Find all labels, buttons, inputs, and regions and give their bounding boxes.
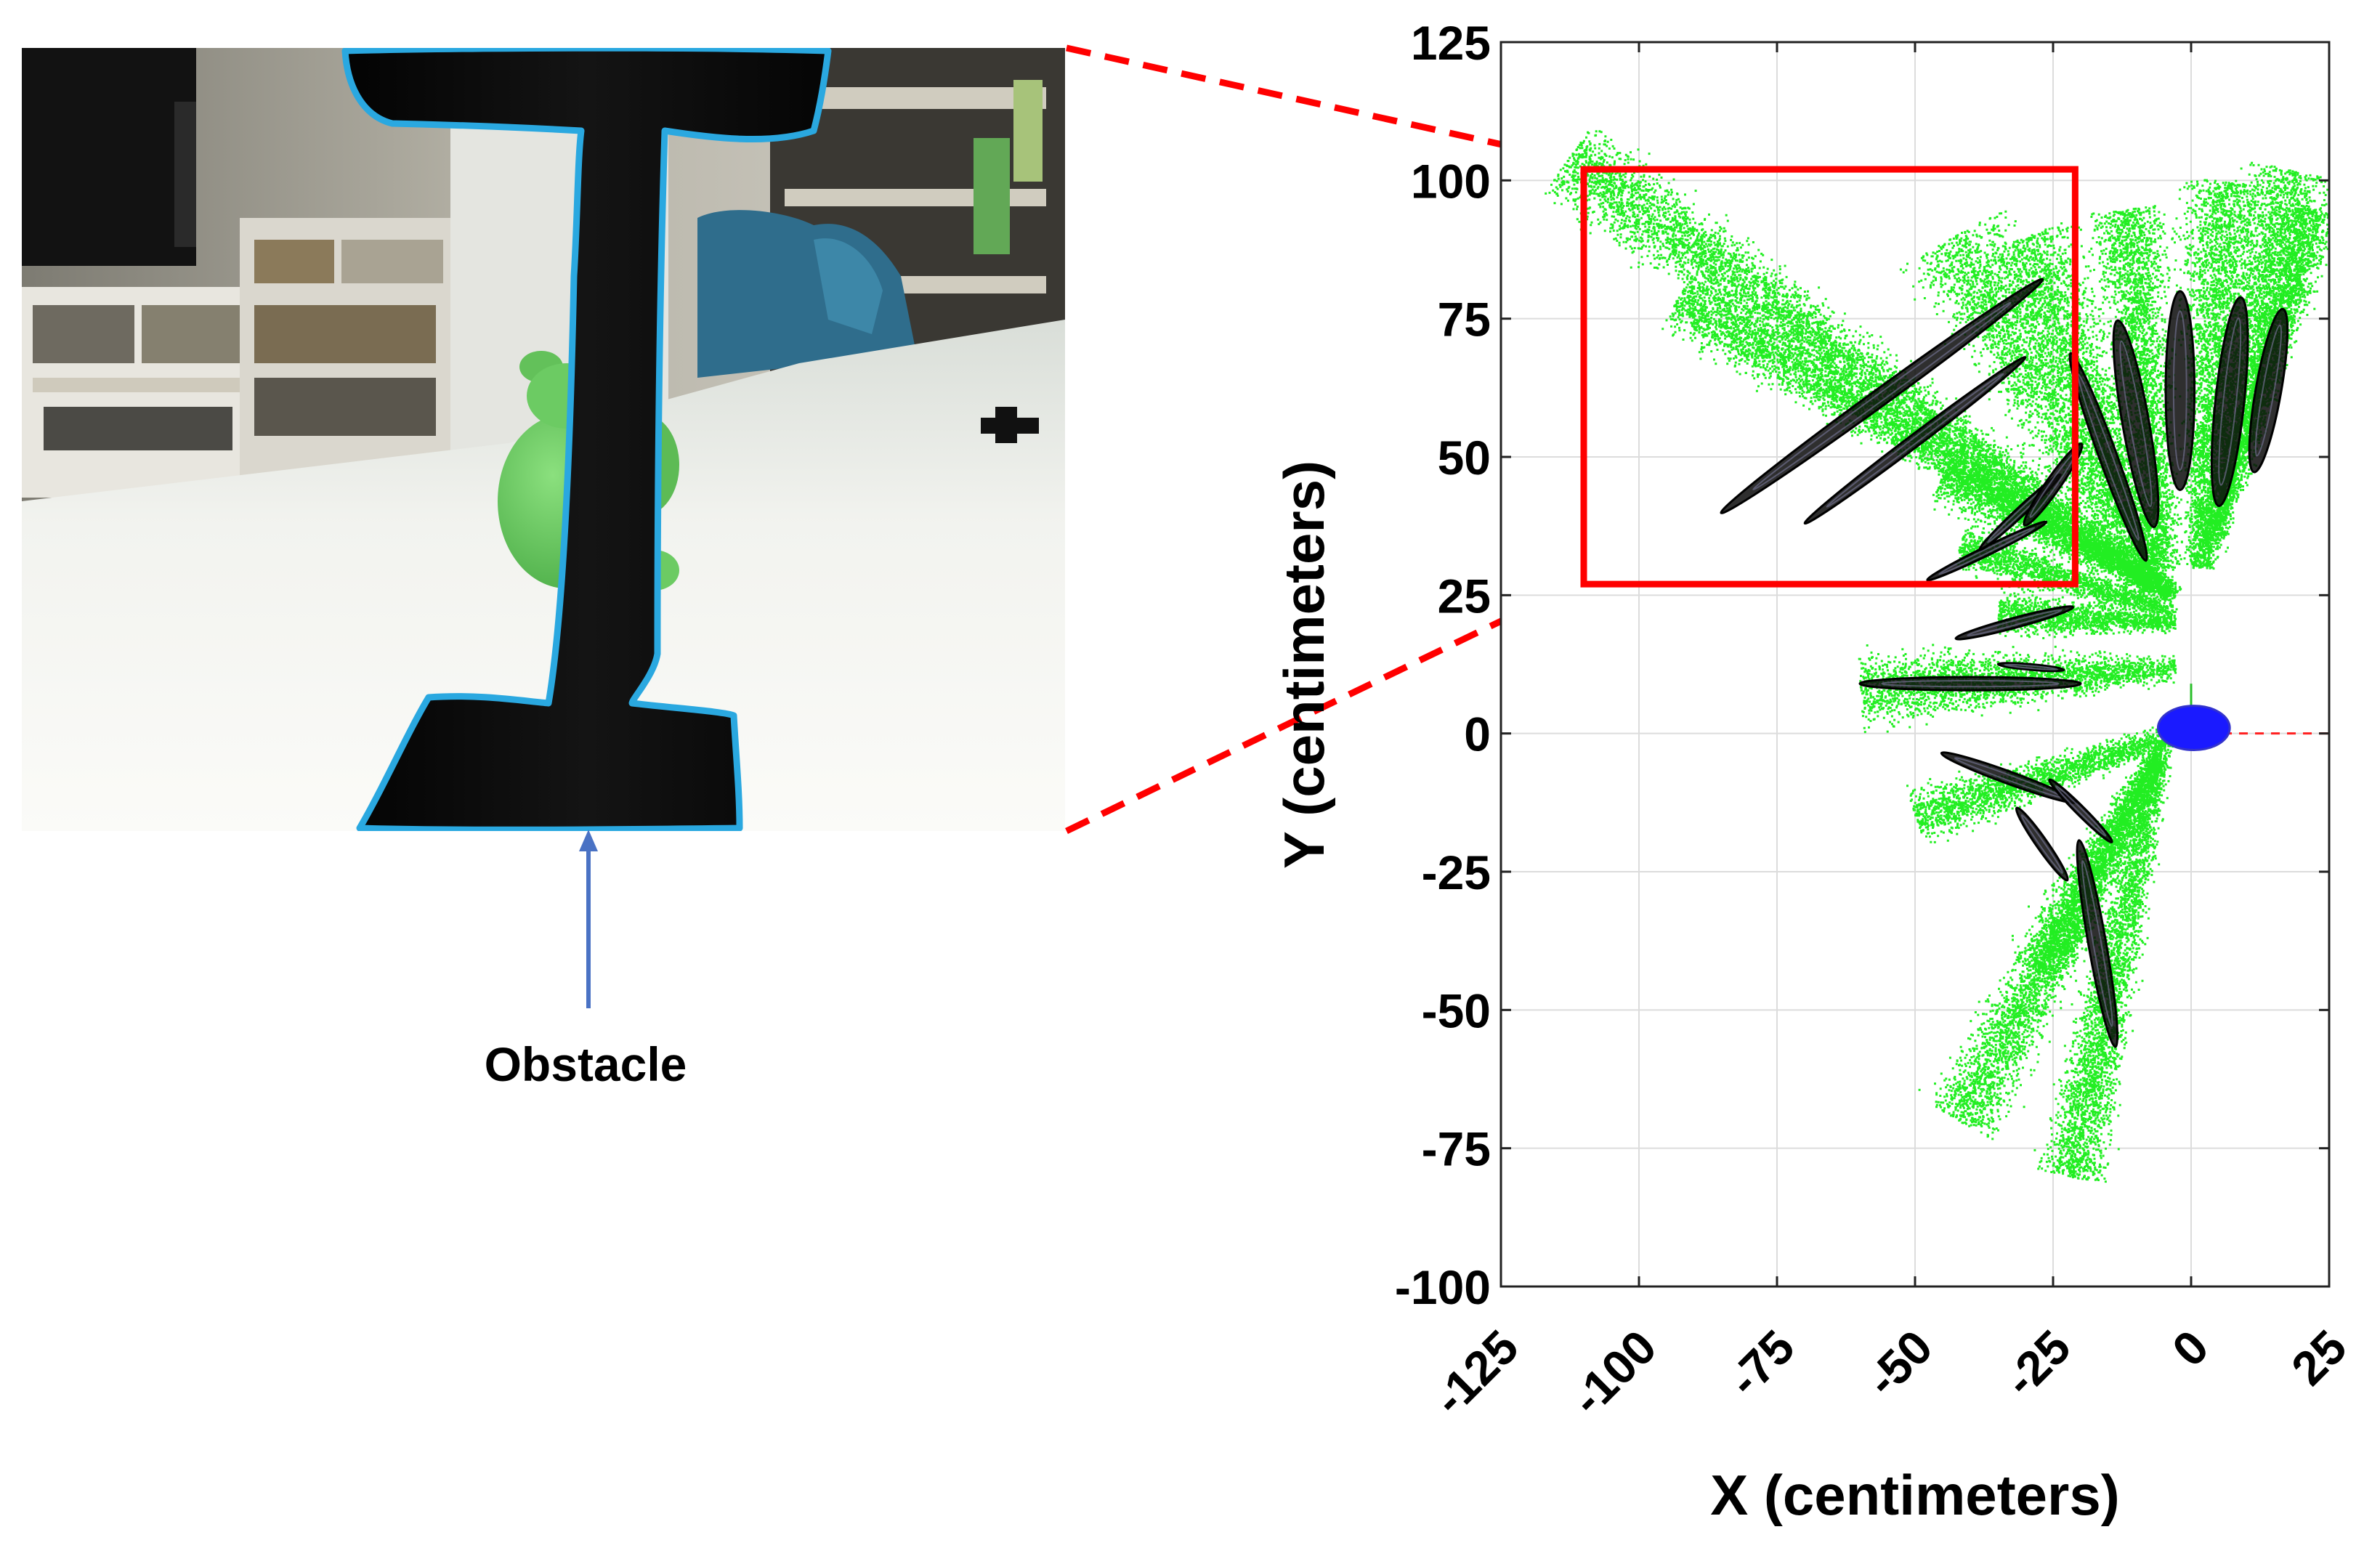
zoom-connector-bottom [1065, 578, 1585, 835]
y-tick-label: -25 [1422, 846, 1491, 899]
y-tick-label: 0 [1464, 708, 1491, 761]
scatter-chart: -100 -75 -50 -25 0 25 50 75 100 125 -125 -100 -75 -50… [1272, 16, 2357, 1527]
y-tick-label: 125 [1411, 16, 1491, 70]
uncertainty-ellipse [1996, 662, 2065, 673]
towel-illustration [697, 210, 915, 378]
zoom-connector-top [1066, 44, 1584, 166]
uncertainty-ellipse [2015, 806, 2069, 882]
highlight-box [1580, 166, 2079, 588]
uncertainty-ellipse [2112, 319, 2160, 529]
uncertainty-ellipse [2164, 290, 2196, 491]
y-tick-label: 25 [1438, 569, 1491, 623]
robot-marker [2156, 705, 2231, 752]
y-tick-label: 75 [1438, 293, 1491, 347]
uncertainty-ellipses [1720, 277, 2289, 1048]
robot-marker-layer [2156, 684, 2329, 752]
obstacle-outline [341, 48, 832, 831]
y-tick-label: 50 [1438, 431, 1491, 485]
uncertainty-ellipse [2248, 307, 2289, 474]
obstacle-label: Obstacle [485, 1037, 687, 1091]
uncertainty-ellipse [2076, 839, 2119, 1048]
x-tick-label: 25 [2281, 1320, 2357, 1395]
y-tick-label: -75 [1422, 1122, 1491, 1176]
x-tick-label: 0 [2162, 1320, 2219, 1377]
uncertainty-ellipse [2210, 296, 2249, 507]
y-axis-label: Y (centimeters) [1272, 461, 1336, 869]
y-tick-label: 100 [1411, 154, 1491, 208]
x-axis-label: X (centimeters) [1710, 1463, 2120, 1527]
monitor-illustration [22, 48, 196, 266]
uncertainty-ellipse [1954, 605, 2075, 641]
uncertainty-ellipse [2048, 778, 2113, 843]
obstacle-pointer: Obstacle [485, 830, 687, 1091]
pointer-arrowhead [579, 830, 598, 851]
y-tick-label: -100 [1395, 1260, 1491, 1314]
x-tick-label: -75 [1717, 1320, 1805, 1407]
x-tick-label: -100 [1561, 1320, 1667, 1426]
x-tick-label: -125 [1422, 1320, 1529, 1426]
uncertainty-ellipse [1858, 676, 2082, 692]
axis-ticks: -100 -75 -50 -25 0 25 50 75 100 125 -125 -100 -75 -50… [1395, 16, 2357, 1425]
y-tick-label: -50 [1422, 984, 1491, 1037]
uncertainty-ellipse [1720, 277, 2044, 514]
scene-photo [22, 48, 1065, 831]
uncertainty-ellipse [1803, 356, 2027, 525]
x-tick-label: -25 [1994, 1320, 2081, 1407]
highlight-layer [1580, 166, 2079, 588]
obstacle-shape [345, 48, 828, 830]
x-tick-label: -50 [1855, 1320, 1943, 1407]
